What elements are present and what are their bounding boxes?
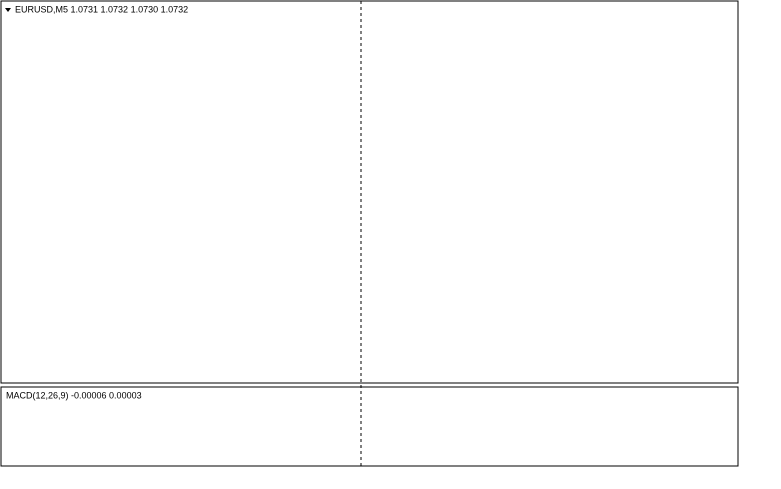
chart-title: EURUSD,M5 1.0731 1.0732 1.0730 1.0732 — [15, 4, 188, 14]
price-frame — [0, 0, 739, 384]
macd-frame — [0, 386, 739, 467]
menu-arrow[interactable] — [5, 8, 11, 12]
macd-title: MACD(12,26,9) -0.00006 0.00003 — [6, 390, 142, 400]
